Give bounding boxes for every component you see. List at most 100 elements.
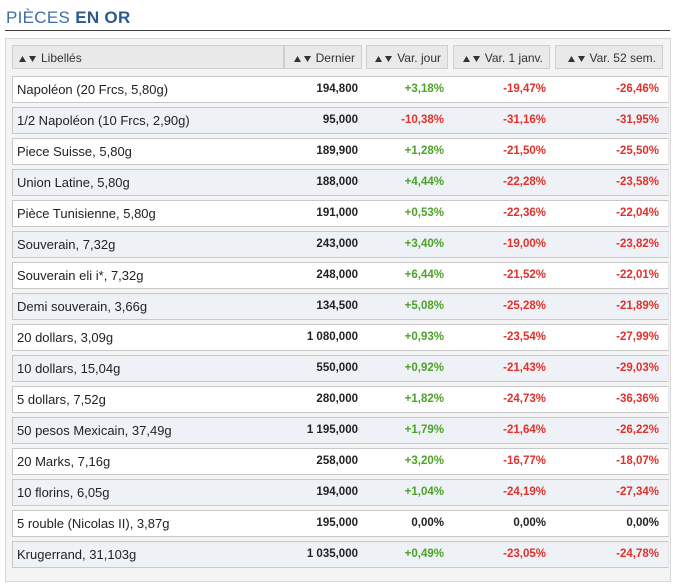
- table-row: Napoléon (20 Frcs, 5,80g) 194,800 +3,18% -1…: [12, 76, 669, 103]
- table-row: Demi souverain, 3,66g 134,500 +5,08% -25,28…: [12, 293, 669, 320]
- row-label: Union Latine, 5,80g: [17, 175, 130, 190]
- column-header-text: Dernier: [315, 51, 355, 65]
- row-value: +0,53%: [404, 207, 444, 219]
- row-value: 0,00%: [411, 517, 444, 529]
- column-header-text: Var. 1 janv.: [484, 51, 543, 65]
- column-header[interactable]: Var. 1 janv.: [453, 45, 550, 69]
- row-value: -27,34%: [616, 486, 659, 498]
- table-row: 1/2 Napoléon (10 Frcs, 2,90g) 95,000 -10,3…: [12, 107, 669, 134]
- row-value: -23,58%: [616, 176, 659, 188]
- row-label: 1/2 Napoléon (10 Frcs, 2,90g): [17, 113, 190, 128]
- row-value: 1 035,000: [306, 548, 358, 560]
- row-value: 191,000: [316, 207, 358, 219]
- table-row: 5 rouble (Nicolas II), 3,87g 195,000 0,00%…: [12, 510, 669, 537]
- row-value: 258,000: [316, 455, 358, 467]
- row-value: 188,000: [316, 176, 358, 188]
- column-header-text: Var. jour: [397, 51, 441, 65]
- row-value: -10,38%: [401, 114, 444, 126]
- row-value: 1 195,000: [306, 424, 358, 436]
- row-value: +3,40%: [404, 238, 444, 250]
- row-value: -26,46%: [616, 83, 659, 95]
- row-value: -21,52%: [503, 269, 546, 281]
- row-value: -23,05%: [503, 548, 546, 560]
- table-row: 20 dollars, 3,09g 1 080,000 +0,93% -23,54% -…: [12, 324, 669, 351]
- row-value: -21,89%: [616, 300, 659, 312]
- row-value: +4,44%: [404, 176, 444, 188]
- table-row: Souverain eli i*, 7,32g 248,000 +6,44% -21,…: [12, 262, 669, 289]
- row-label: Demi souverain, 3,66g: [17, 299, 148, 314]
- row-value: -22,04%: [616, 207, 659, 219]
- row-label: Piece Suisse, 5,80g: [17, 144, 132, 159]
- row-label: 20 Marks, 7,16g: [17, 454, 111, 469]
- title-rule: [5, 30, 670, 31]
- row-value: -18,07%: [616, 455, 659, 467]
- row-label: Krugerrand, 31,103g: [17, 547, 137, 562]
- row-value: -23,54%: [503, 331, 546, 343]
- row-value: +0,49%: [404, 548, 444, 560]
- table-row: Union Latine, 5,80g 188,000 +4,44% -22,28% -…: [12, 169, 669, 196]
- table-row: Souverain, 7,32g 243,000 +3,40% -19,00% -23,…: [12, 231, 669, 258]
- row-value: -25,50%: [616, 145, 659, 157]
- table: Libellés Dernier Var. jour Var. 1 janv. Var.…: [5, 38, 671, 582]
- section-title: PIÈCES EN OR: [6, 8, 131, 28]
- row-value: -24,78%: [616, 548, 659, 560]
- row-label: 20 dollars, 3,09g: [17, 330, 114, 345]
- table-row: Krugerrand, 31,103g 1 035,000 +0,49% -23,05…: [12, 541, 669, 568]
- sort-icon: [293, 55, 311, 62]
- row-value: -16,77%: [503, 455, 546, 467]
- row-value: +6,44%: [404, 269, 444, 281]
- row-value: +1,82%: [404, 393, 444, 405]
- sort-icon: [462, 55, 480, 62]
- column-header[interactable]: Dernier: [284, 45, 362, 69]
- row-value: 1 080,000: [306, 331, 358, 343]
- table-row: 50 pesos Mexicain, 37,49g 1 195,000 +1,79%…: [12, 417, 669, 444]
- row-label: Pièce Tunisienne, 5,80g: [17, 206, 156, 221]
- row-value: +1,04%: [404, 486, 444, 498]
- row-label: 5 rouble (Nicolas II), 3,87g: [17, 516, 170, 531]
- row-value: 550,000: [316, 362, 358, 374]
- row-label: 50 pesos Mexicain, 37,49g: [17, 423, 172, 438]
- title-light: PIÈCES: [6, 8, 71, 27]
- row-value: -21,43%: [503, 362, 546, 374]
- row-value: 194,000: [316, 486, 358, 498]
- row-value: -22,01%: [616, 269, 659, 281]
- row-value: +3,18%: [404, 83, 444, 95]
- row-value: -27,99%: [616, 331, 659, 343]
- column-header[interactable]: Libellés: [12, 45, 284, 69]
- row-value: -21,50%: [503, 145, 546, 157]
- column-header-text: Var. 52 sem.: [589, 51, 656, 65]
- row-value: +3,20%: [404, 455, 444, 467]
- row-value: 189,900: [316, 145, 358, 157]
- row-value: -22,36%: [503, 207, 546, 219]
- table-row: Piece Suisse, 5,80g 189,900 +1,28% -21,50% -…: [12, 138, 669, 165]
- row-value: -24,19%: [503, 486, 546, 498]
- table-row: 20 Marks, 7,16g 258,000 +3,20% -16,77% -18,0…: [12, 448, 669, 475]
- column-header[interactable]: Var. jour: [366, 45, 448, 69]
- row-value: +0,93%: [404, 331, 444, 343]
- row-value: -24,73%: [503, 393, 546, 405]
- table-row: 5 dollars, 7,52g 280,000 +1,82% -24,73% -36,…: [12, 386, 669, 413]
- row-value: -23,82%: [616, 238, 659, 250]
- row-value: 195,000: [316, 517, 358, 529]
- sort-icon: [567, 55, 585, 62]
- row-label: 10 florins, 6,05g: [17, 485, 110, 500]
- table-row: 10 dollars, 15,04g 550,000 +0,92% -21,43% -2…: [12, 355, 669, 382]
- sort-icon: [375, 55, 393, 62]
- row-value: +1,79%: [404, 424, 444, 436]
- row-value: -36,36%: [616, 393, 659, 405]
- row-value: +5,08%: [404, 300, 444, 312]
- row-label: Napoléon (20 Frcs, 5,80g): [17, 82, 169, 97]
- title-bold: EN OR: [75, 8, 131, 27]
- row-value: -29,03%: [616, 362, 659, 374]
- row-value: -31,95%: [616, 114, 659, 126]
- column-header[interactable]: Var. 52 sem.: [555, 45, 663, 69]
- row-value: 134,500: [316, 300, 358, 312]
- row-value: 0,00%: [513, 517, 546, 529]
- row-label: 10 dollars, 15,04g: [17, 361, 121, 376]
- column-header-text: Libellés: [41, 51, 82, 65]
- row-value: 0,00%: [626, 517, 659, 529]
- row-value: 280,000: [316, 393, 358, 405]
- row-value: +0,92%: [404, 362, 444, 374]
- row-value: -19,00%: [503, 238, 546, 250]
- row-value: -21,64%: [503, 424, 546, 436]
